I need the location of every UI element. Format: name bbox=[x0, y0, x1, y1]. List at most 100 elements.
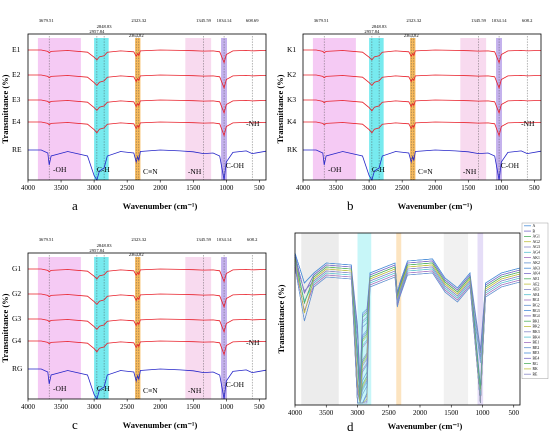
plot-frame bbox=[27, 252, 267, 400]
legend-entry: AK3 bbox=[533, 266, 540, 270]
legend-entry: BE2 bbox=[533, 346, 540, 350]
cn-band bbox=[135, 257, 141, 399]
peak-label: 1345.59 bbox=[196, 18, 212, 23]
group-label: C-H bbox=[372, 165, 386, 174]
panel-letter: a bbox=[72, 198, 78, 213]
ch-band bbox=[369, 38, 384, 180]
legend-entry: BK3 bbox=[533, 330, 540, 334]
ch-band bbox=[94, 257, 109, 399]
trace-E3 bbox=[28, 99, 267, 115]
legend-entry: AG2 bbox=[533, 240, 540, 244]
cn-band bbox=[135, 38, 141, 180]
nh-band bbox=[185, 38, 212, 180]
peak-label: 1345.59 bbox=[196, 237, 212, 242]
oh-band bbox=[37, 38, 81, 180]
group-label: -OH bbox=[53, 384, 67, 393]
legend-entry: BG1 bbox=[533, 298, 540, 302]
group-label: C-OH bbox=[226, 161, 245, 170]
group-label: -OH bbox=[53, 165, 67, 174]
x-tick-label: 500 bbox=[254, 403, 265, 411]
trace-K2 bbox=[303, 74, 542, 90]
series-label: RK bbox=[287, 145, 298, 154]
peak-label: 2363.82 bbox=[129, 33, 145, 38]
x-tick-label: 3500 bbox=[329, 184, 344, 192]
series-label: E3 bbox=[12, 95, 21, 104]
peak-label: 2323.32 bbox=[131, 237, 147, 242]
x-axis-label: Wavenumber (cm⁻¹) bbox=[123, 420, 198, 430]
series-label: E4 bbox=[12, 117, 21, 126]
panel-b: 3679.51 2957.84 2848.83 2363.82 2323.32 1345.… bbox=[275, 0, 550, 219]
x-tick-label: 1500 bbox=[186, 403, 201, 411]
peak-label: 2957.84 bbox=[89, 29, 105, 34]
x-tick-label: 4000 bbox=[21, 403, 36, 411]
peak-label: 608.69 bbox=[246, 18, 259, 23]
x-axis-label: Wavenumber (cm⁻¹) bbox=[388, 421, 463, 431]
series-label: G3 bbox=[12, 314, 21, 323]
panel-letter: b bbox=[347, 198, 354, 213]
y-axis-label: Transmittance (%) bbox=[0, 74, 10, 143]
x-tick-label: 500 bbox=[254, 184, 265, 192]
legend-entry: AE2 bbox=[533, 282, 540, 286]
x-tick-label: 1500 bbox=[444, 409, 459, 417]
peak-label: 2363.82 bbox=[404, 33, 420, 38]
trace-RG bbox=[28, 368, 267, 400]
peak-label: 1034.14 bbox=[492, 18, 508, 23]
x-tick-label: 2000 bbox=[153, 403, 168, 411]
trace-G4 bbox=[28, 340, 267, 356]
legend-entry: BK1 bbox=[533, 319, 540, 323]
x-tick-label: 2500 bbox=[120, 184, 135, 192]
peak-label: 608.2 bbox=[522, 18, 533, 23]
series-label: G2 bbox=[12, 289, 21, 298]
legend-entry: AE4 bbox=[533, 293, 540, 297]
x-tick-label: 1000 bbox=[219, 403, 234, 411]
x-tick-label: 2000 bbox=[413, 409, 428, 417]
group-label: C-H bbox=[97, 384, 111, 393]
series-label: K1 bbox=[287, 45, 296, 54]
panel-d: 4000 3500 3000 2500 2000 1500 1000 500 A B AG1 AG2 A… bbox=[275, 219, 550, 438]
trace-E2 bbox=[28, 74, 267, 90]
series-label: K4 bbox=[287, 117, 296, 126]
series-label: K2 bbox=[287, 70, 296, 79]
overlay-band bbox=[301, 233, 339, 405]
legend-entry: AG4 bbox=[533, 251, 540, 255]
series-label: G1 bbox=[12, 264, 21, 273]
ch-band bbox=[94, 38, 109, 180]
peak-label: 2848.83 bbox=[97, 24, 113, 29]
y-axis-label: Transmittance (%) bbox=[0, 293, 10, 362]
trace-E4 bbox=[28, 121, 267, 137]
x-tick-label: 4000 bbox=[296, 184, 311, 192]
peak-label: 3679.51 bbox=[39, 237, 55, 242]
x-tick-label: 3000 bbox=[87, 184, 102, 192]
legend-entry: AE1 bbox=[533, 277, 540, 281]
peak-label: 3679.51 bbox=[314, 18, 330, 23]
x-tick-label: 3500 bbox=[54, 184, 69, 192]
group-label: -NH bbox=[463, 167, 477, 176]
peak-label: 1345.59 bbox=[471, 18, 487, 23]
overlay-band bbox=[396, 233, 402, 405]
series-label: E2 bbox=[12, 70, 21, 79]
x-tick-label: 1000 bbox=[219, 184, 234, 192]
panel-a: 3679.51 2957.84 2848.83 2363.82 2323.32 1345.… bbox=[0, 0, 275, 219]
x-tick-label: 2000 bbox=[153, 184, 168, 192]
trace-K3 bbox=[303, 99, 542, 115]
x-axis-label: Wavenumber (cm⁻¹) bbox=[398, 201, 473, 211]
peak-label: 2957.84 bbox=[364, 29, 380, 34]
nh-band bbox=[185, 257, 212, 399]
group-label: -NH bbox=[188, 386, 202, 395]
nh-band bbox=[460, 38, 487, 180]
legend-entry: BE3 bbox=[533, 351, 540, 355]
panel-letter: d bbox=[347, 419, 354, 434]
trace-K4 bbox=[303, 121, 542, 137]
series-label: G4 bbox=[12, 336, 21, 345]
series-label: RG bbox=[12, 364, 23, 373]
x-tick-label: 2500 bbox=[382, 409, 397, 417]
group-label: C-OH bbox=[226, 380, 245, 389]
series-label: K3 bbox=[287, 95, 296, 104]
chart-d: 4000 3500 3000 2500 2000 1500 1000 500ABAG1AG2A… bbox=[276, 222, 549, 434]
group-label: C-OH bbox=[501, 161, 520, 170]
x-tick-label: 2000 bbox=[428, 184, 443, 192]
group-label: -NH bbox=[246, 119, 260, 128]
